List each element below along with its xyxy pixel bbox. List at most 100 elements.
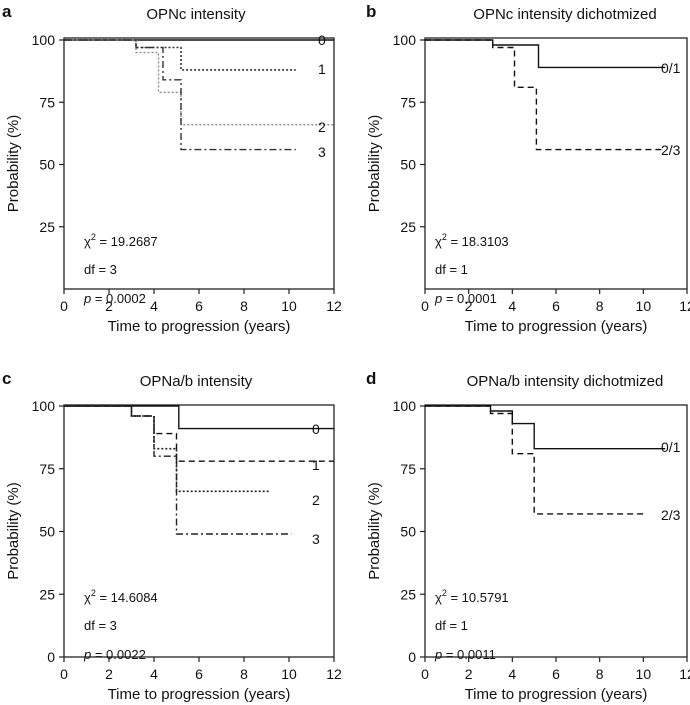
x-axis-label: Time to progression (years)	[108, 318, 291, 335]
p-value-stat: p = 0.0022	[83, 647, 146, 662]
x-tick-label: 4	[150, 298, 158, 314]
series-label: 2	[318, 119, 326, 135]
y-tick-label: 25	[39, 219, 55, 235]
series-label: 0/1	[661, 60, 681, 76]
x-tick-label: 4	[508, 298, 516, 314]
y-tick-label: 100	[32, 32, 56, 48]
p-value-stat: p = 0.0001	[434, 291, 497, 306]
y-tick-label: 100	[393, 398, 417, 414]
y-tick-label: 75	[39, 94, 55, 110]
x-tick-label: 6	[195, 298, 203, 314]
y-axis-label: Probability (%)	[5, 115, 22, 213]
x-tick-label: 4	[150, 666, 158, 682]
series-line-1	[64, 39, 296, 71]
series-label: 0	[318, 32, 326, 48]
y-tick-label: 25	[39, 586, 55, 602]
x-tick-label: 12	[326, 666, 342, 682]
df-stat: df = 1	[435, 618, 468, 633]
series-label: 2/3	[661, 142, 681, 158]
series-line-2-3	[425, 39, 666, 151]
series-line-1	[64, 405, 334, 462]
df-stat: df = 3	[84, 618, 117, 633]
chart-title: OPNa/b intensity dichotmized	[467, 373, 664, 390]
series-label: 0/1	[661, 439, 681, 455]
y-tick-label: 50	[39, 157, 55, 173]
chart-title: OPNa/b intensity	[140, 373, 253, 390]
x-tick-label: 12	[679, 666, 690, 682]
x-axis-label: Time to progression (years)	[465, 686, 648, 703]
y-tick-label: 100	[393, 32, 417, 48]
x-tick-label: 0	[60, 666, 68, 682]
x-tick-label: 2	[105, 666, 113, 682]
y-tick-label: 50	[400, 157, 416, 173]
series-line-2	[64, 405, 269, 493]
x-tick-label: 8	[240, 666, 248, 682]
x-tick-label: 8	[596, 298, 604, 314]
x-axis-label: Time to progression (years)	[108, 686, 291, 703]
chi-square-stat: χ2 = 10.5791	[435, 588, 509, 605]
chart-title: OPNc intensity dichotmized	[473, 6, 656, 23]
chi-square-stat: χ2 = 19.2687	[84, 232, 158, 249]
chi-square-stat: χ2 = 18.3103	[435, 232, 509, 249]
x-tick-label: 0	[60, 298, 68, 314]
y-tick-label: 75	[400, 94, 416, 110]
panel-letter-c: c	[2, 369, 11, 388]
x-tick-label: 10	[636, 298, 652, 314]
series-line-3	[64, 405, 292, 535]
y-tick-label: 0	[408, 649, 416, 665]
x-tick-label: 0	[421, 666, 429, 682]
x-tick-label: 0	[421, 298, 429, 314]
x-tick-label: 2	[105, 298, 113, 314]
plot-frame	[63, 37, 335, 290]
y-tick-label: 75	[39, 461, 55, 477]
series-label: 2	[312, 492, 320, 508]
series-line-0	[64, 405, 334, 430]
series-line-0-1	[425, 39, 666, 69]
y-axis-label: Probability (%)	[366, 115, 383, 213]
x-tick-label: 2	[465, 666, 473, 682]
x-tick-label: 10	[281, 298, 297, 314]
y-tick-label: 50	[39, 524, 55, 540]
p-value-stat: p = 0.0002	[83, 291, 146, 306]
chi-square-stat: χ2 = 14.6084	[84, 588, 158, 605]
x-tick-label: 4	[508, 666, 516, 682]
x-tick-label: 10	[636, 666, 652, 682]
series-line-0-1	[425, 405, 666, 450]
y-tick-label: 75	[400, 461, 416, 477]
panel-d: d OPNa/b intensity dichotmized 0 2 4 6 8 10 12 0 2…	[366, 369, 690, 703]
series-label: 3	[318, 144, 326, 160]
x-tick-label: 12	[679, 298, 690, 314]
x-tick-label: 6	[552, 666, 560, 682]
x-axis-label: Time to progression (years)	[465, 318, 648, 335]
p-value-stat: p = 0.0011	[434, 647, 496, 662]
chart-title: OPNc intensity	[146, 6, 246, 23]
x-tick-label: 8	[596, 666, 604, 682]
panel-letter-a: a	[2, 2, 12, 21]
y-tick-label: 0	[47, 649, 55, 665]
x-tick-label: 2	[465, 298, 473, 314]
y-tick-label: 100	[32, 398, 56, 414]
df-stat: df = 3	[84, 262, 117, 277]
y-axis-label: Probability (%)	[5, 482, 22, 580]
series-line-3	[64, 39, 296, 151]
panel-letter-d: d	[366, 369, 376, 388]
y-tick-label: 50	[400, 524, 416, 540]
series-line-2	[64, 39, 334, 126]
series-label: 3	[312, 531, 320, 547]
y-axis-label: Probability (%)	[366, 482, 383, 580]
x-tick-label: 12	[326, 298, 342, 314]
y-tick-label: 25	[400, 586, 416, 602]
series-line-2-3	[425, 405, 644, 515]
series-label: 1	[312, 457, 320, 473]
series-label: 2/3	[661, 507, 681, 523]
x-tick-label: 6	[552, 298, 560, 314]
plot-frame	[424, 37, 688, 290]
series-label: 0	[312, 421, 320, 437]
y-tick-label: 25	[400, 219, 416, 235]
panel-letter-b: b	[366, 2, 376, 21]
panel-b: b OPNc intensity dichotmized 0 2 4 6 8 10 12 25 50…	[366, 2, 690, 335]
series-label: 1	[318, 61, 326, 77]
